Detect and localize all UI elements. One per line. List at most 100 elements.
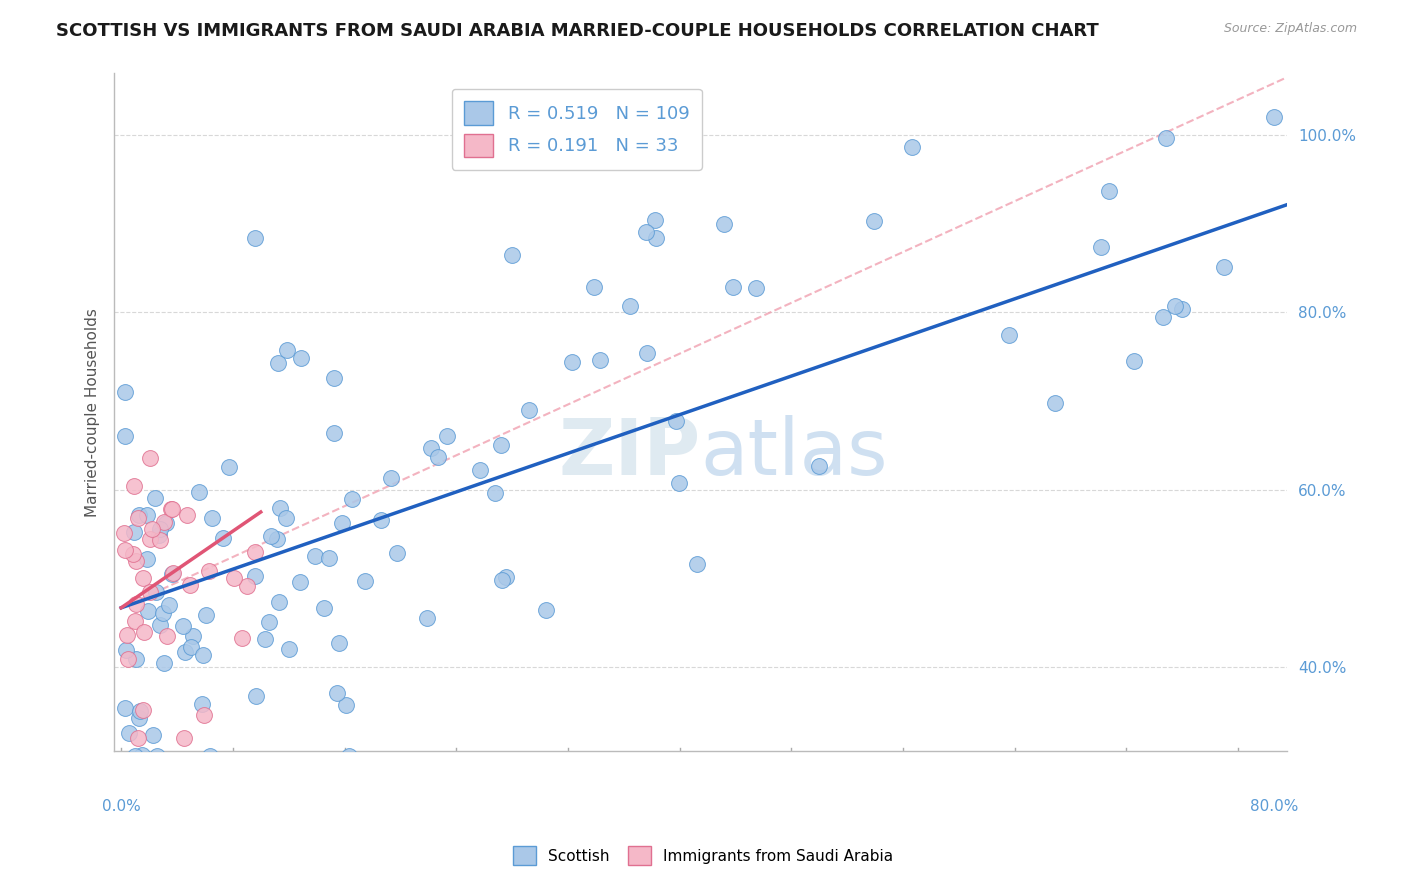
Point: [191, 697, 214, 711]
Point: [863, 214, 886, 228]
Point: [491, 573, 513, 587]
Point: [193, 708, 215, 723]
Point: [162, 566, 184, 581]
Point: [427, 450, 450, 465]
Point: [143, 491, 166, 506]
Text: Source: ZipAtlas.com: Source: ZipAtlas.com: [1223, 22, 1357, 36]
Point: [160, 502, 183, 516]
Point: [416, 611, 439, 625]
Point: [290, 575, 312, 590]
Point: [173, 645, 195, 659]
Point: [1164, 299, 1187, 313]
Point: [117, 652, 139, 666]
Point: [149, 617, 172, 632]
Point: [231, 631, 253, 645]
Point: [1263, 111, 1285, 125]
Point: [517, 403, 540, 417]
Point: [468, 463, 491, 477]
Point: [160, 501, 183, 516]
Point: [180, 640, 202, 654]
Point: [325, 685, 347, 699]
Point: [668, 475, 690, 490]
Point: [173, 731, 195, 746]
Point: [354, 574, 377, 588]
Point: [211, 531, 233, 545]
Point: [259, 529, 281, 543]
Point: [290, 351, 312, 365]
Point: [257, 615, 280, 630]
Point: [198, 565, 221, 579]
Point: [128, 711, 150, 725]
Y-axis label: Married-couple Households: Married-couple Households: [86, 308, 100, 516]
Point: [276, 343, 298, 358]
Point: [136, 552, 159, 566]
Point: [665, 414, 688, 428]
Point: [686, 558, 709, 572]
Point: [149, 533, 172, 547]
Point: [634, 225, 657, 239]
Point: [224, 571, 246, 585]
Point: [155, 516, 177, 530]
Point: [149, 522, 172, 536]
Point: [243, 544, 266, 558]
Point: [808, 459, 831, 474]
Point: [489, 438, 512, 452]
Point: [153, 656, 176, 670]
Point: [146, 748, 169, 763]
Legend: R = 0.519   N = 109, R = 0.191   N = 33: R = 0.519 N = 109, R = 0.191 N = 33: [451, 89, 702, 169]
Point: [721, 280, 744, 294]
Point: [172, 618, 194, 632]
Point: [129, 704, 152, 718]
Point: [148, 528, 170, 542]
Text: ZIP: ZIP: [558, 415, 700, 491]
Point: [187, 485, 209, 500]
Point: [337, 748, 360, 763]
Point: [323, 371, 346, 385]
Point: [181, 629, 204, 643]
Legend: Scottish, Immigrants from Saudi Arabia: Scottish, Immigrants from Saudi Arabia: [506, 840, 900, 871]
Point: [132, 703, 155, 717]
Point: [998, 328, 1021, 343]
Point: [1171, 301, 1194, 316]
Point: [312, 601, 335, 615]
Point: [156, 629, 179, 643]
Point: [370, 513, 392, 527]
Point: [127, 731, 149, 746]
Point: [534, 603, 557, 617]
Text: 80.0%: 80.0%: [1250, 799, 1299, 814]
Point: [1098, 185, 1121, 199]
Point: [134, 625, 156, 640]
Point: [619, 299, 641, 313]
Point: [117, 628, 139, 642]
Point: [380, 470, 402, 484]
Point: [112, 525, 135, 540]
Point: [1123, 353, 1146, 368]
Point: [139, 450, 162, 465]
Point: [162, 566, 184, 580]
Point: [125, 554, 148, 568]
Point: [142, 728, 165, 742]
Point: [323, 426, 346, 441]
Point: [179, 578, 201, 592]
Point: [330, 516, 353, 530]
Point: [114, 429, 136, 443]
Point: [245, 569, 267, 583]
Point: [304, 549, 326, 563]
Point: [495, 570, 517, 584]
Point: [1154, 131, 1177, 145]
Point: [138, 532, 160, 546]
Point: [128, 508, 150, 522]
Point: [436, 429, 458, 443]
Point: [713, 217, 735, 231]
Point: [145, 584, 167, 599]
Point: [901, 139, 924, 153]
Point: [127, 511, 149, 525]
Point: [328, 636, 350, 650]
Point: [274, 511, 297, 525]
Point: [152, 607, 174, 621]
Point: [125, 651, 148, 665]
Point: [194, 608, 217, 623]
Text: SCOTTISH VS IMMIGRANTS FROM SAUDI ARABIA MARRIED-COUPLE HOUSEHOLDS CORRELATION C: SCOTTISH VS IMMIGRANTS FROM SAUDI ARABIA…: [56, 22, 1099, 40]
Point: [335, 698, 357, 712]
Point: [141, 522, 163, 536]
